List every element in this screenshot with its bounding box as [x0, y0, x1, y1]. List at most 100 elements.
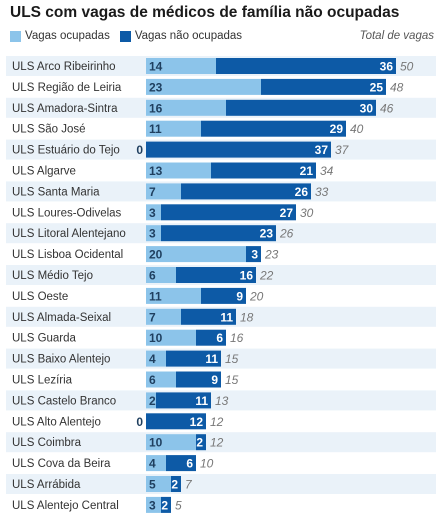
legend-swatch-unoccupied [119, 30, 131, 42]
total-label: 22 [259, 269, 274, 283]
bar-unoccupied [181, 183, 311, 200]
bar-occupied [146, 329, 196, 346]
total-label: 18 [240, 310, 254, 324]
value-label-unoccupied: 6 [216, 331, 223, 345]
category-label: ULS Lisboa Ocidental [12, 249, 123, 261]
bar-occupied [146, 287, 201, 304]
bar-occupied [146, 58, 216, 74]
value-label-occupied: 0 [136, 415, 143, 429]
total-label: 34 [320, 164, 334, 178]
value-label-unoccupied: 6 [186, 457, 193, 471]
value-label-occupied: 11 [149, 289, 162, 303]
value-label-occupied: 3 [149, 498, 156, 512]
value-label-unoccupied: 11 [195, 394, 208, 408]
category-label: ULS Algarve [12, 166, 76, 178]
category-label: ULS Alentejo Central [12, 500, 119, 512]
category-label: ULS Guarda [12, 333, 77, 345]
bar-unoccupied [161, 204, 296, 221]
category-label: ULS Castelo Branco [12, 395, 116, 407]
value-label-occupied: 7 [149, 185, 156, 199]
bar-occupied [146, 308, 181, 325]
value-label-unoccupied: 30 [360, 101, 374, 115]
value-label-occupied: 14 [149, 60, 163, 74]
legend-swatch-occupied [10, 30, 21, 42]
bar-occupied [146, 246, 246, 263]
value-label-unoccupied: 36 [380, 60, 394, 74]
value-label-unoccupied: 11 [205, 352, 218, 366]
bar-unoccupied [181, 308, 236, 325]
value-label-occupied: 16 [149, 101, 163, 115]
category-label: ULS Santa Maria [12, 186, 100, 198]
bar-occupied [146, 476, 171, 492]
bar-occupied [146, 434, 196, 451]
bar-unoccupied [166, 350, 221, 367]
chart-title: ULS com vagas de médicos de família não … [10, 4, 400, 21]
bar-unoccupied [201, 287, 246, 304]
value-label-unoccupied: 2 [196, 436, 203, 450]
bar-unoccupied [176, 371, 221, 388]
value-label-unoccupied: 12 [190, 415, 204, 429]
total-label: 46 [380, 101, 394, 115]
value-label-occupied: 7 [149, 310, 156, 324]
category-label: ULS São José [12, 124, 86, 136]
total-label: 33 [315, 185, 329, 199]
value-label-occupied: 6 [149, 269, 156, 283]
value-label-unoccupied: 9 [211, 373, 218, 387]
total-label: 37 [335, 143, 350, 157]
row-band [6, 474, 436, 494]
total-label: 12 [210, 415, 224, 429]
legend-item-occupied: Vagas ocupadas [10, 30, 110, 42]
value-label-unoccupied: 3 [251, 248, 258, 262]
value-label-occupied: 20 [149, 248, 163, 262]
total-label: 15 [225, 373, 239, 387]
total-label: 23 [264, 248, 279, 262]
total-label: 30 [300, 206, 314, 220]
value-label-unoccupied: 27 [280, 206, 294, 220]
value-label-unoccupied: 25 [370, 80, 384, 94]
bar-unoccupied [216, 58, 396, 74]
category-label: ULS Região de Leiria [12, 82, 122, 94]
category-label: ULS Litoral Alentejano [12, 228, 126, 240]
total-label: 5 [175, 498, 182, 512]
legend-label-occupied: Vagas ocupadas [25, 30, 110, 42]
bar-occupied [146, 225, 161, 242]
value-label-unoccupied: 2 [161, 498, 168, 512]
bar-unoccupied [261, 78, 386, 95]
bar-unoccupied [146, 141, 331, 158]
bar-unoccupied [226, 99, 376, 116]
total-label: 12 [210, 436, 224, 450]
value-label-unoccupied: 9 [236, 289, 243, 303]
category-label: ULS Coimbra [12, 437, 82, 449]
value-label-unoccupied: 11 [220, 310, 233, 324]
total-label: 15 [225, 352, 239, 366]
total-label: 26 [279, 227, 294, 241]
category-label: ULS Arco Ribeirinho [12, 61, 116, 73]
category-label: ULS Alto Alentejo [12, 416, 101, 428]
bar-occupied [146, 455, 166, 472]
bar-unoccupied [246, 246, 261, 263]
row-band [6, 432, 436, 453]
value-label-occupied: 3 [149, 206, 156, 220]
legend: Vagas ocupadas Vagas não ocupadas [10, 30, 252, 42]
total-label: 7 [185, 478, 193, 492]
bar-occupied [146, 267, 176, 283]
bar-occupied [146, 183, 181, 200]
category-label: ULS Cova da Beira [12, 458, 111, 470]
bar-unoccupied [196, 434, 206, 451]
value-label-unoccupied: 29 [330, 122, 344, 136]
bar-unoccupied [196, 329, 226, 346]
bar-occupied [146, 350, 166, 367]
value-label-occupied: 5 [149, 478, 156, 492]
value-label-occupied: 2 [149, 394, 156, 408]
bar-occupied [146, 78, 261, 95]
value-label-unoccupied: 23 [260, 227, 274, 241]
bar-unoccupied [161, 225, 276, 242]
value-label-occupied: 4 [149, 352, 156, 366]
bar-unoccupied [166, 455, 196, 472]
total-label: 16 [230, 331, 244, 345]
value-label-unoccupied: 2 [171, 478, 178, 492]
value-label-occupied: 10 [149, 331, 163, 345]
bar-occupied [146, 392, 156, 409]
value-label-occupied: 4 [149, 457, 156, 471]
